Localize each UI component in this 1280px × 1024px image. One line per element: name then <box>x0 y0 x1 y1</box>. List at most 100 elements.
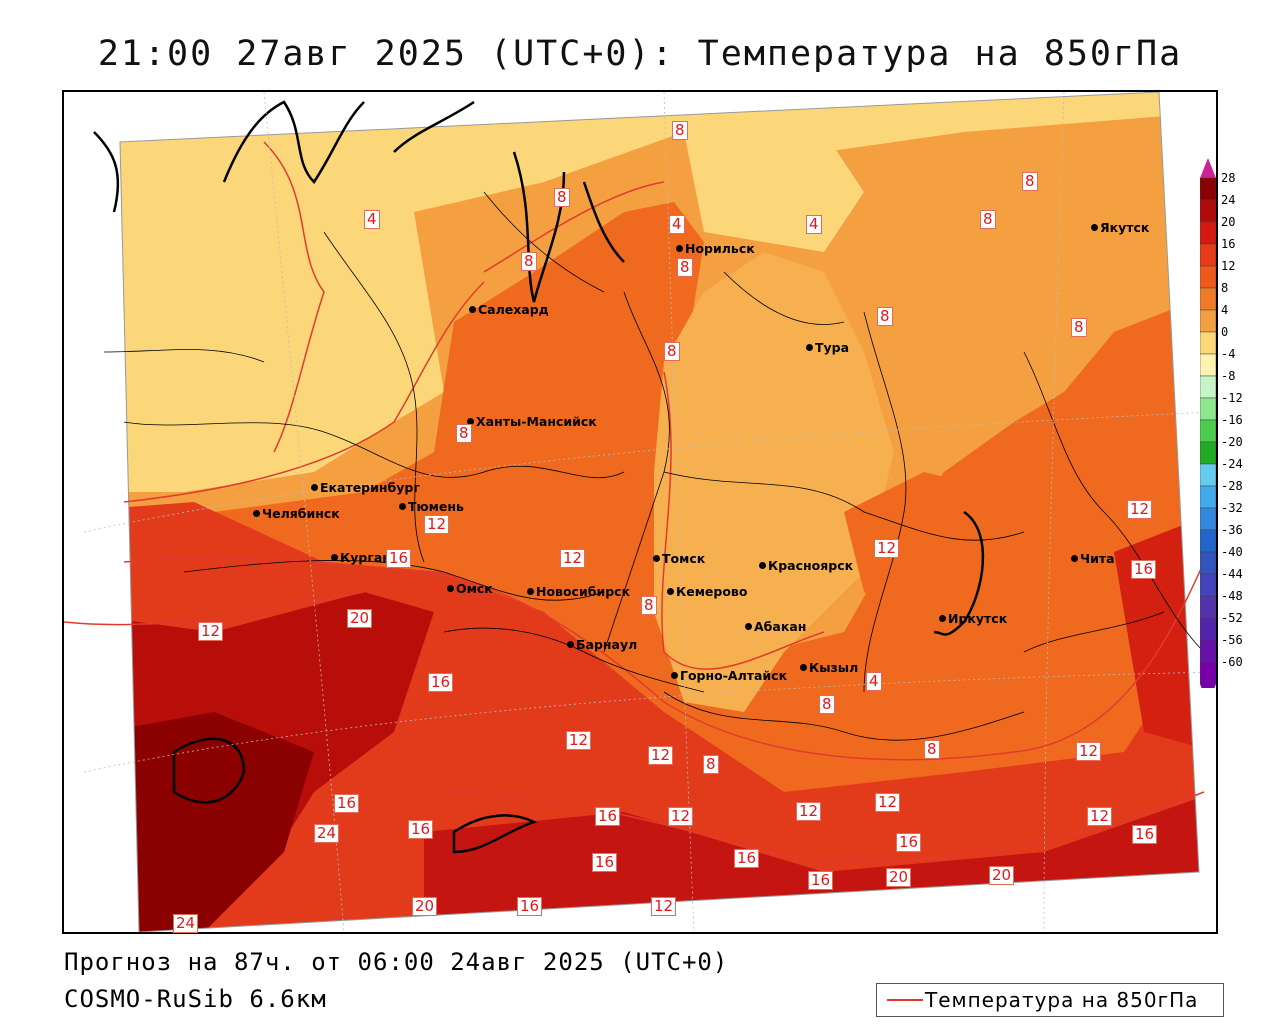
contour-value-label: 8 <box>819 695 835 714</box>
contour-value-label: 20 <box>886 868 912 887</box>
city-marker <box>253 510 260 517</box>
city-marker <box>745 623 752 630</box>
contour-value-label: 12 <box>566 731 592 750</box>
city-marker <box>1071 555 1078 562</box>
colorbar-cell <box>1200 573 1216 597</box>
city-name: Абакан <box>754 619 807 634</box>
contour-value-label: 12 <box>1076 742 1102 761</box>
contour-value-label: 16 <box>1131 560 1157 579</box>
city-label: Екатеринбург <box>311 481 420 494</box>
colorbar-bottom-arrow <box>1200 684 1216 688</box>
contour-value-label: 12 <box>1127 500 1153 519</box>
colorbar-cell <box>1200 463 1216 487</box>
colorbar-cell <box>1200 617 1216 641</box>
contour-value-label: 12 <box>560 549 586 568</box>
contour-value-label: 8 <box>1022 172 1038 191</box>
contour-value-label: 8 <box>672 121 688 140</box>
contour-value-label: 8 <box>1071 318 1087 337</box>
contour-value-label: 20 <box>412 897 438 916</box>
contour-value-label: 4 <box>806 215 822 234</box>
colorbar-top-arrow <box>1200 158 1216 178</box>
colorbar-cell <box>1200 199 1216 223</box>
colorbar-tick-label: -24 <box>1221 457 1243 471</box>
city-name: Кызыл <box>809 660 859 675</box>
map-canvas <box>64 92 1216 932</box>
contour-value-label: 16 <box>408 820 434 839</box>
colorbar-cell <box>1200 529 1216 553</box>
city-name: Салехард <box>478 302 549 317</box>
colorbar-cell <box>1200 265 1216 289</box>
contour-value-label: 16 <box>386 549 412 568</box>
legend-label: Температура на 850гПа <box>925 988 1199 1012</box>
city-marker <box>667 588 674 595</box>
city-name: Тюмень <box>408 499 464 514</box>
city-name: Якутск <box>1100 220 1150 235</box>
colorbar-tick-label: -32 <box>1221 501 1243 515</box>
colorbar-tick-label: 0 <box>1221 325 1229 339</box>
city-label: Иркутск <box>939 611 1008 626</box>
city-name: Новосибирск <box>536 584 631 599</box>
city-marker <box>567 641 574 648</box>
contour-value-label: 16 <box>808 871 834 890</box>
city-label: Норильск <box>676 242 755 255</box>
city-label: Омск <box>447 582 493 595</box>
contour-value-label: 12 <box>874 539 900 558</box>
colorbar-cell <box>1200 661 1216 685</box>
colorbar-cell <box>1200 595 1216 619</box>
city-name: Иркутск <box>948 611 1008 626</box>
contour-value-label: 16 <box>334 794 360 813</box>
contour-value-label: 8 <box>677 258 693 277</box>
colorbar-cell <box>1200 485 1216 509</box>
colorbar-cell <box>1200 551 1216 575</box>
colorbar-tick-label: -12 <box>1221 391 1243 405</box>
contour-value-label: 12 <box>875 793 901 812</box>
colorbar-tick-label: 8 <box>1221 281 1229 295</box>
contour-value-label: 12 <box>796 802 822 821</box>
contour-value-label: 12 <box>651 897 677 916</box>
colorbar-tick-label: 24 <box>1221 193 1236 207</box>
city-label: Челябинск <box>253 507 340 520</box>
contour-value-label: 16 <box>734 849 760 868</box>
chart-title: 21:00 27авг 2025 (UTC+0): Температура на… <box>97 34 1183 74</box>
colorbar-tick-label: 28 <box>1221 171 1236 185</box>
colorbar-tick-label: -8 <box>1221 369 1236 383</box>
city-name: Чита <box>1080 551 1115 566</box>
city-label: Якутск <box>1091 220 1150 235</box>
city-marker <box>939 615 946 622</box>
contour-value-label: 12 <box>648 746 674 765</box>
contour-value-label: 8 <box>521 252 537 271</box>
contour-value-label: 12 <box>1087 807 1113 826</box>
forecast-caption: Прогноз на 87ч. от 06:00 24авг 2025 (UTC… <box>64 948 729 976</box>
contour-value-label: 8 <box>924 740 940 759</box>
legend-line-swatch <box>887 999 923 1001</box>
city-name: Ханты-Мансийск <box>476 414 597 429</box>
contour-value-label: 16 <box>428 673 454 692</box>
contour-value-label: 16 <box>1132 825 1158 844</box>
contour-value-label: 16 <box>592 853 618 872</box>
city-marker <box>311 484 318 491</box>
city-marker <box>676 245 683 252</box>
city-label: Курган <box>331 551 391 564</box>
colorbar-tick-label: -20 <box>1221 435 1243 449</box>
city-marker <box>469 306 476 313</box>
city-name: Томск <box>662 551 706 566</box>
temperature-map[interactable] <box>62 90 1218 934</box>
contour-value-label: 8 <box>456 424 472 443</box>
colorbar-tick-label: -16 <box>1221 413 1243 427</box>
colorbar-cell <box>1200 441 1216 465</box>
model-caption: COSMO-RuSib 6.6км <box>64 985 327 1013</box>
contour-value-label: 16 <box>896 833 922 852</box>
colorbar <box>1200 158 1216 688</box>
city-marker <box>1091 224 1098 231</box>
city-label: Ханты-Мансийск <box>467 414 597 429</box>
city-marker <box>806 344 813 351</box>
city-marker <box>447 585 454 592</box>
colorbar-tick-label: 20 <box>1221 215 1236 229</box>
colorbar-tick-label: -36 <box>1221 523 1243 537</box>
city-label: Горно-Алтайск <box>671 669 787 682</box>
contour-value-label: 8 <box>980 210 996 229</box>
colorbar-cell <box>1200 287 1216 311</box>
contour-value-label: 24 <box>173 914 199 933</box>
colorbar-cell <box>1200 397 1216 421</box>
colorbar-tick-label: 16 <box>1221 237 1236 251</box>
